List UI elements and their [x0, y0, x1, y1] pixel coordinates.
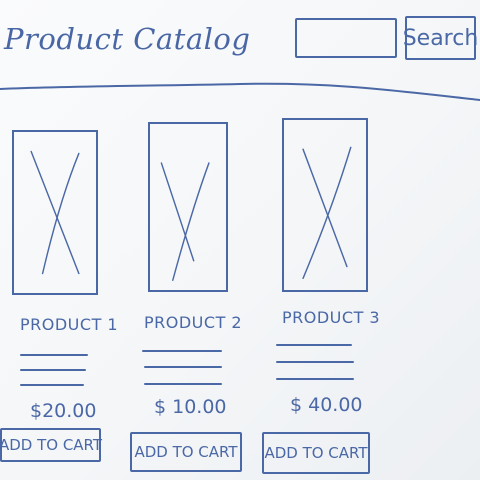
description-line [142, 350, 222, 352]
header: Product Catalog Search [0, 0, 480, 101]
image-placeholder-icon [30, 150, 80, 275]
product-image[interactable] [148, 122, 228, 292]
description-line [144, 383, 222, 385]
product-name[interactable]: PRODUCT 1 [20, 315, 119, 334]
description-line [276, 344, 352, 346]
add-to-cart-button[interactable]: ADD TO CART [262, 432, 370, 474]
product-price: $ 10.00 [154, 396, 227, 418]
product-card: PRODUCT 1 $20.00 ADD TO CART [0, 112, 140, 480]
search-button[interactable]: Search [403, 16, 478, 60]
product-card: PRODUCT 2 $ 10.00 ADD TO CART [130, 112, 270, 480]
search-input[interactable] [295, 18, 397, 58]
image-placeholder-icon [160, 162, 210, 281]
product-image[interactable] [12, 130, 98, 295]
product-name[interactable]: PRODUCT 2 [144, 313, 243, 332]
product-price: $ 40.00 [290, 394, 363, 416]
product-card: PRODUCT 3 $ 40.00 ADD TO CART [262, 112, 402, 480]
description-line [20, 384, 84, 386]
description-line [20, 369, 86, 371]
header-divider [0, 82, 480, 101]
description-line [144, 366, 222, 368]
add-to-cart-button[interactable]: ADD TO CART [0, 428, 102, 462]
image-placeholder-icon [302, 146, 352, 280]
description-line [20, 354, 88, 356]
description-line [276, 378, 354, 380]
description-line [276, 361, 354, 363]
product-price: $20.00 [30, 400, 97, 422]
page-title: Product Catalog [4, 22, 251, 56]
product-image[interactable] [282, 118, 368, 292]
add-to-cart-button[interactable]: ADD TO CART [130, 432, 242, 472]
product-name[interactable]: PRODUCT 3 [282, 308, 381, 327]
